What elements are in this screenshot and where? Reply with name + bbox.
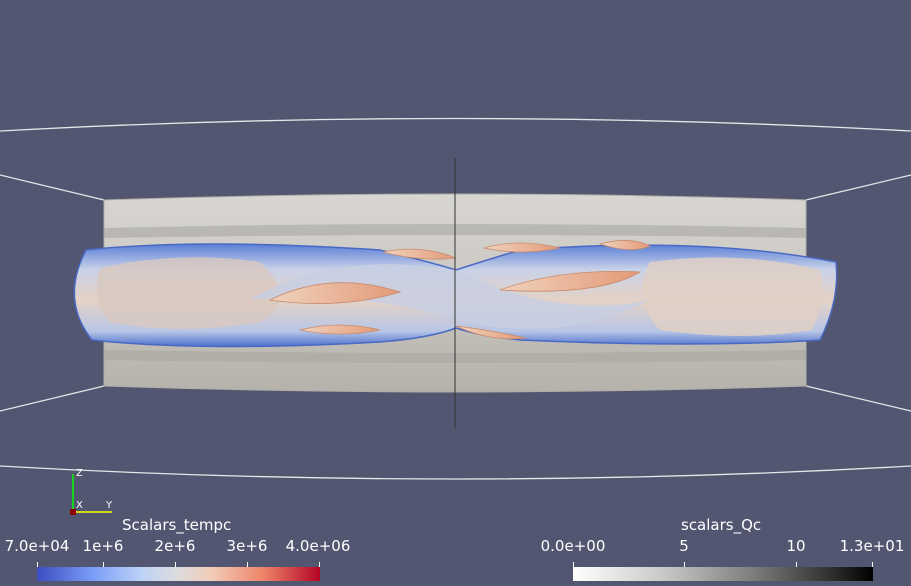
colorbar-qc-gradient xyxy=(573,567,873,581)
axis-label-y: Y xyxy=(106,500,113,511)
colorbar-temp-tick: 2e+6 xyxy=(154,537,196,555)
colorbar-temp-tick: 3e+6 xyxy=(226,537,268,555)
domain-outline xyxy=(0,117,911,480)
colorbar-temp-tick: 7.0e+04 xyxy=(4,537,70,555)
colorbar-temp-tickmark xyxy=(175,562,176,567)
colorbar-qc-tick: 1.3e+01 xyxy=(839,537,905,555)
colorbar-qc-tickmark xyxy=(573,562,574,567)
colorbar-temp-tickmark xyxy=(37,562,38,567)
colorbar-temp-title: Scalars_tempc xyxy=(122,516,232,534)
colorbar-qc-tickmark xyxy=(684,562,685,567)
colorbar-qc-title: scalars_Qc xyxy=(681,516,762,534)
colorbar-qc-tickmark xyxy=(872,562,873,567)
colorbar-qc-tick: 5 xyxy=(679,537,689,555)
warm-structures xyxy=(268,240,651,340)
colorbar-temp-tickmark xyxy=(247,562,248,567)
colorbar-temp-tick: 4.0e+06 xyxy=(285,537,351,555)
axis-label-z: Z xyxy=(76,468,83,479)
axis-label-x: X xyxy=(76,500,83,511)
colorbar-temp-gradient xyxy=(37,567,320,581)
colorbar-temp-tick: 1e+6 xyxy=(82,537,124,555)
colorbar-qc-tick: 0.0e+00 xyxy=(540,537,606,555)
colorbar-qc-tickmark xyxy=(796,562,797,567)
colorbar-temp-tickmark xyxy=(319,562,320,567)
colorbar-qc-tick: 10 xyxy=(786,537,806,555)
orientation-axes xyxy=(70,474,112,515)
colorbar-temp-tickmark xyxy=(103,562,104,567)
